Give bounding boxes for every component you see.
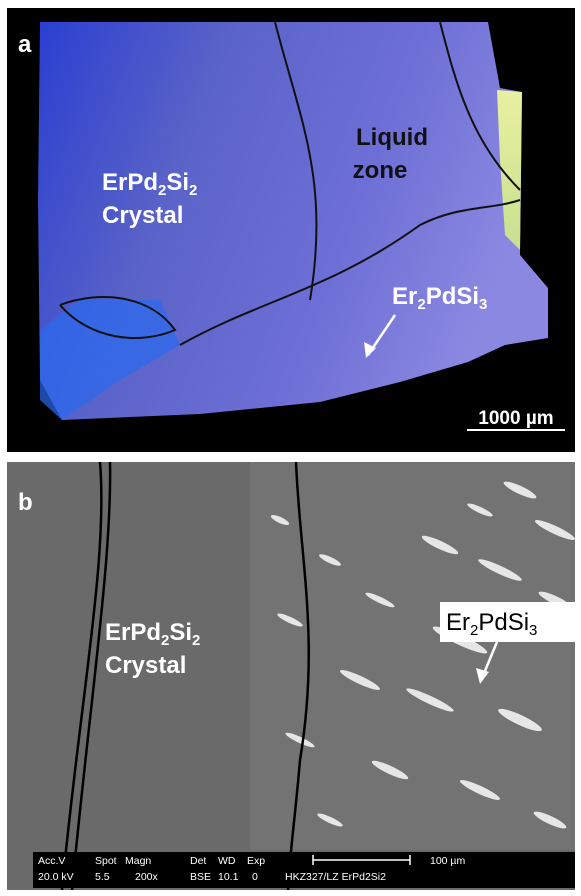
info-text: HKZ327/LZ ErPd2Si2: [285, 871, 386, 883]
info-text: WD: [218, 855, 236, 867]
label-part: 2: [189, 182, 197, 199]
info-text: Exp: [247, 855, 265, 867]
crystal-label: ErPd2Si2: [102, 169, 197, 199]
info-text: 10.1: [218, 871, 239, 883]
phase-label: Er2PdSi3: [446, 609, 537, 639]
label-part: ErPd: [105, 619, 161, 646]
label-part: 2: [192, 632, 200, 649]
phase-label: Er2PdSi3: [392, 283, 487, 313]
label-part: Si: [169, 619, 192, 646]
label-part: ErPd: [102, 169, 158, 196]
scale-label: 1000 µm: [478, 408, 553, 429]
info-text: Det: [190, 855, 206, 867]
info-text: 0: [252, 871, 258, 883]
label-part: PdSi: [478, 609, 529, 636]
panel-a: a ErPd2Si2 Crystal Liquid zone Er2PdSi3 …: [7, 8, 575, 452]
info-text: 5.5: [95, 871, 110, 883]
label-part: Er: [392, 283, 417, 310]
label-part: 2: [417, 296, 425, 313]
crystal-label-line2: Crystal: [105, 652, 186, 679]
info-text: 20.0 kV: [38, 871, 74, 883]
crystal-label-line2: Crystal: [102, 202, 183, 229]
liquid-zone-label: zone: [353, 157, 408, 184]
label-part: Er: [446, 609, 470, 636]
label-part: Si: [166, 169, 189, 196]
crystal-label: ErPd2Si2: [105, 619, 200, 649]
panel-b: b ErPd2Si2 Crystal Er2PdSi3 Acc.V Spot M…: [7, 462, 577, 890]
info-text: 200x: [135, 871, 159, 883]
info-text: Magn: [125, 855, 151, 867]
liquid-zone-label: Liquid: [356, 124, 428, 151]
panel-letter: b: [18, 489, 33, 516]
panel-letter: a: [18, 31, 32, 58]
label-part: 3: [529, 622, 537, 639]
scale-label: 100 µm: [430, 855, 465, 867]
info-text: BSE: [190, 871, 211, 883]
figure: a ErPd2Si2 Crystal Liquid zone Er2PdSi3 …: [0, 0, 581, 896]
info-text: Acc.V: [38, 855, 65, 867]
label-part: 2: [470, 622, 478, 639]
label-part: PdSi: [426, 283, 479, 310]
label-part: 2: [161, 632, 169, 649]
liquid-region: [250, 462, 575, 850]
info-text: Spot: [95, 855, 117, 867]
label-part: 3: [479, 296, 487, 313]
label-part: 2: [158, 182, 166, 199]
